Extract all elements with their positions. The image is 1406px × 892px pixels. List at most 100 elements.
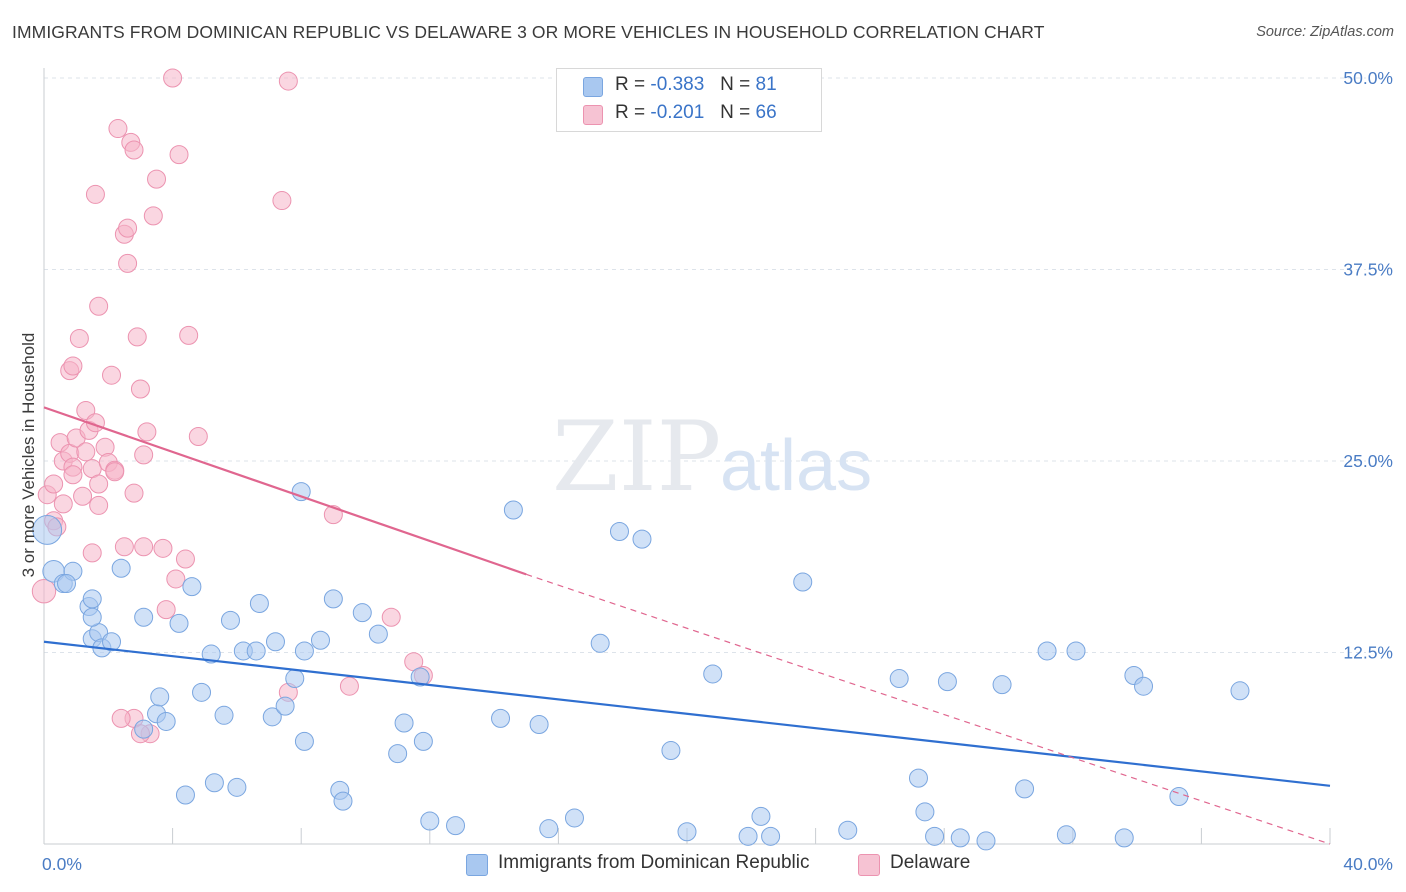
x-tick-label: 0.0% (42, 854, 82, 874)
trend-lines (43, 406, 1331, 845)
dominican-point (82, 607, 102, 627)
dominican-point (751, 806, 771, 826)
delaware-point (188, 426, 208, 446)
y-axis-label: 3 or more Vehicles in Household (19, 333, 38, 578)
delaware-point (339, 676, 359, 696)
dominican-point (82, 589, 102, 609)
delaware-point (153, 538, 173, 558)
dominican-point (220, 610, 240, 630)
delaware-point (95, 437, 115, 457)
delaware-point (63, 465, 83, 485)
dominican-point (793, 572, 813, 592)
delaware-point (179, 325, 199, 345)
dominican-point (1015, 779, 1035, 799)
dominican-point (169, 613, 189, 633)
dominican-point (368, 624, 388, 644)
dominican-point (111, 558, 131, 578)
delaware-point (89, 296, 109, 316)
delaware-point (130, 379, 150, 399)
delaware-point (89, 495, 109, 515)
dominican-point (150, 687, 170, 707)
dominican-point (204, 773, 224, 793)
dominican-point (420, 811, 440, 831)
dominican-point (703, 664, 723, 684)
dominican-point (156, 711, 176, 731)
dominican-point (677, 822, 697, 842)
dominican-point (227, 777, 247, 797)
watermark-atlas: atlas (720, 426, 872, 506)
dominican-point (285, 669, 305, 689)
dominican-point (564, 808, 584, 828)
dominican-point (446, 816, 466, 836)
delaware-point (147, 169, 167, 189)
dominican-point (1169, 787, 1189, 807)
dominican-point (388, 744, 408, 764)
delaware-point (272, 191, 292, 211)
delaware-point (89, 474, 109, 494)
delaware-point (166, 569, 186, 589)
delaware-point (163, 68, 183, 88)
delaware-point (143, 206, 163, 226)
delaware-point (114, 537, 134, 557)
delaware-point (108, 119, 128, 139)
dominican-point (1230, 681, 1250, 701)
dominican-point (214, 705, 234, 725)
dominican-point (908, 768, 928, 788)
dominican-point (310, 630, 330, 650)
dominican-point (661, 741, 681, 761)
dominican-point (294, 641, 314, 661)
delaware-trend-line (43, 406, 527, 576)
dominican-point (265, 632, 285, 652)
legend-swatch-blue (583, 77, 603, 97)
stats-legend: R = -0.383 N = 81 R = -0.201 N = 66 (556, 68, 822, 132)
bottom-legend-label-dominican: Immigrants from Dominican Republic (498, 852, 810, 873)
delaware-point (175, 549, 195, 569)
dominican-point (889, 669, 909, 689)
y-tick-label: 37.5% (1343, 260, 1393, 280)
dominican-point (294, 731, 314, 751)
y-tick-label: 12.5% (1343, 643, 1393, 663)
dominican-point (134, 607, 154, 627)
delaware-point (82, 543, 102, 563)
bottom-legend-swatch-pink (858, 854, 880, 876)
delaware-point (134, 537, 154, 557)
dominican-point (539, 819, 559, 839)
dominican-point (249, 593, 269, 613)
dominican-point (925, 826, 945, 846)
delaware-point (76, 442, 96, 462)
dominican-trend-line (43, 640, 1331, 787)
legend-n-value-1: 81 (755, 74, 777, 95)
dominican-point (976, 831, 996, 851)
dominican-point (992, 675, 1012, 695)
delaware-point (44, 474, 64, 494)
dominican-point (182, 577, 202, 597)
watermark: ZIP atlas (552, 401, 872, 513)
legend-r-value-2: -0.201 (650, 102, 705, 123)
delaware-point (105, 462, 125, 482)
dominican-point (915, 802, 935, 822)
bottom-legend-label-delaware: Delaware (890, 852, 971, 873)
dominican-points (32, 482, 1250, 851)
delaware-point (118, 218, 138, 238)
dominican-point (394, 713, 414, 733)
legend-n-label-1: N = (720, 74, 751, 95)
delaware-point (118, 253, 138, 273)
dominican-point (1056, 825, 1076, 845)
legend-r-label-2: R = (615, 102, 646, 123)
delaware-point (278, 71, 298, 91)
delaware-point (73, 486, 93, 506)
dominican-point (262, 707, 282, 727)
delaware-point (111, 708, 131, 728)
legend-swatch-pink (583, 105, 603, 125)
dominican-point (192, 682, 212, 702)
y-tick-label: 25.0% (1343, 451, 1393, 471)
dominican-point (323, 589, 343, 609)
bottom-legend-swatch-blue (466, 854, 488, 876)
x-tick-label: 40.0% (1343, 854, 1393, 874)
delaware-point (85, 184, 105, 204)
delaware-trend-extension (526, 573, 1331, 845)
delaware-point (53, 494, 73, 514)
dominican-point (1066, 641, 1086, 661)
dominican-point (175, 785, 195, 805)
